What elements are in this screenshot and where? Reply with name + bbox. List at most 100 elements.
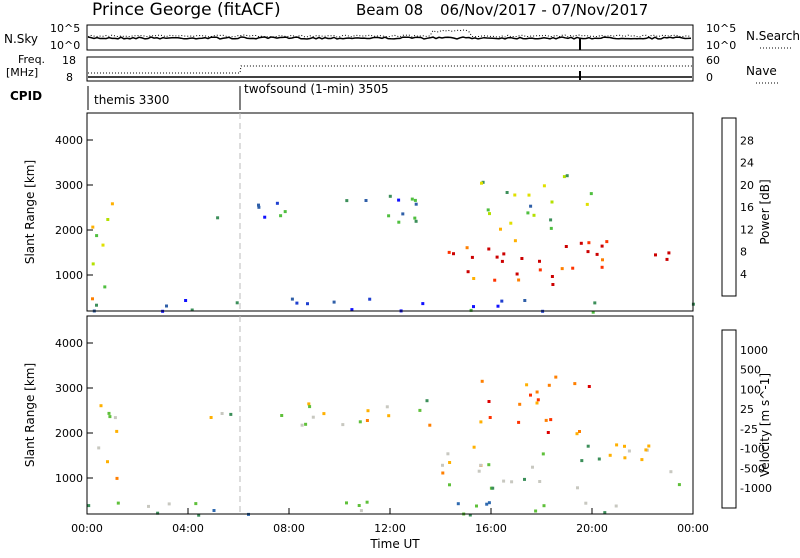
freq-tick-bottom: 8 [66,71,73,84]
velocity-cell [99,404,103,408]
power-cell [414,219,418,223]
power-cell [486,208,490,212]
velocity-cell [614,504,618,508]
velocity-cell [229,412,233,416]
power-cell [560,267,564,271]
velocity-cell [584,501,588,505]
velocity-cell [487,400,491,403]
velocity-cell [510,480,514,484]
velocity-cell [575,432,579,436]
power-cell [505,191,509,194]
velocity-cell [209,416,213,419]
power-colorbar-tick: 20 [740,179,754,192]
power-cell [587,241,591,245]
power-colorbar-tick: 4 [740,268,747,281]
power-cell [605,240,609,244]
power-cell [91,262,95,266]
velocity-cell [322,412,326,416]
power-cell [495,255,499,259]
power-cell [600,265,604,269]
velocity-cell [587,385,591,388]
nave-tick-bottom: 0 [706,71,713,84]
date-range: 06/Nov/2017 - 07/Nov/2017 [440,1,648,19]
x-tick-label: 12:00 [374,522,406,535]
n-search-trace [87,29,692,38]
velocity-cell [485,502,489,506]
cpid-segment-1: themis 3300 [94,93,169,107]
velocity-cell [544,418,548,422]
x-tick-label: 04:00 [172,522,204,535]
velocity-cell [535,390,539,394]
velocity-cell [194,502,198,506]
power-cell [95,234,99,238]
x-tick-label: 00:00 [71,522,103,535]
velocity-cell [441,463,444,467]
power-cell [654,253,657,257]
power-cell [586,250,590,254]
velocity-cell [677,483,681,487]
power-cell [571,266,575,270]
velocity-colorbar-tick: -1000 [740,482,772,495]
velocity-cell [311,415,315,419]
velocity-cell [640,458,644,462]
velocity-cell [358,420,362,424]
power-cell [600,244,604,248]
velocity-cell [475,504,478,508]
freq-label-line1: Freq. [18,53,45,66]
power-cell [306,302,309,306]
velocity-cell [535,401,539,405]
power-cell [550,275,554,278]
velocity-cell [586,444,590,448]
power-cell [502,252,506,256]
velocity-panel: Slant Range [km] 4000 3000 2000 1000 1000 50… [23,315,772,551]
velocity-colorbar-tick: 25 [740,403,754,416]
power-colorbar-label: Power [dB] [758,179,772,244]
velocity-cell [573,382,577,386]
velocity-cell [428,423,432,427]
velocity-scatter-cells [87,375,681,517]
velocity-cell [115,429,119,433]
velocity-cell [623,456,627,460]
velocity-cell [480,379,484,383]
velocity-colorbar-label: Velocity [m s^-1] [758,373,772,477]
power-cell [542,184,546,188]
velocity-cell [488,416,492,419]
beam-label: Beam 08 [356,1,423,19]
velocity-cell [472,445,476,449]
power-cell [414,202,418,206]
power-cell [103,285,107,289]
velocity-cell [357,504,361,507]
velocity-cell [538,480,542,483]
velocity-cell [487,501,491,505]
power-cell [91,297,94,301]
power-colorbar-tick: 28 [740,134,754,147]
power-cell [591,310,595,314]
velocity-cell [541,452,545,456]
x-tick-label: 00:00 [677,522,709,535]
power-cell [513,239,517,243]
power-cell [466,270,470,274]
power-cell [513,193,517,197]
velocity-colorbar-tick: 100 [740,383,761,396]
velocity-colorbar-tick: -500 [740,462,765,475]
velocity-cell [108,415,112,419]
power-y-tick-label: 4000 [55,134,83,147]
velocity-cell [479,420,483,424]
velocity-cell [212,509,216,512]
power-cell [665,257,669,261]
power-cell [565,174,569,178]
velocity-cell [627,449,631,453]
power-cell [257,203,260,207]
power-cell [500,259,504,263]
velocity-cell [147,504,150,508]
power-cell [345,199,349,203]
power-y-tick-label: 1000 [55,269,83,282]
power-cell [387,214,391,218]
power-cell [493,278,497,282]
power-cell [397,198,401,202]
freq-label-line2: [MHz] [6,66,38,79]
velocity-cell [280,414,284,417]
n-sky-label: N.Sky [4,32,38,46]
power-cell [480,181,483,185]
freq-tick-top: 18 [62,54,76,67]
